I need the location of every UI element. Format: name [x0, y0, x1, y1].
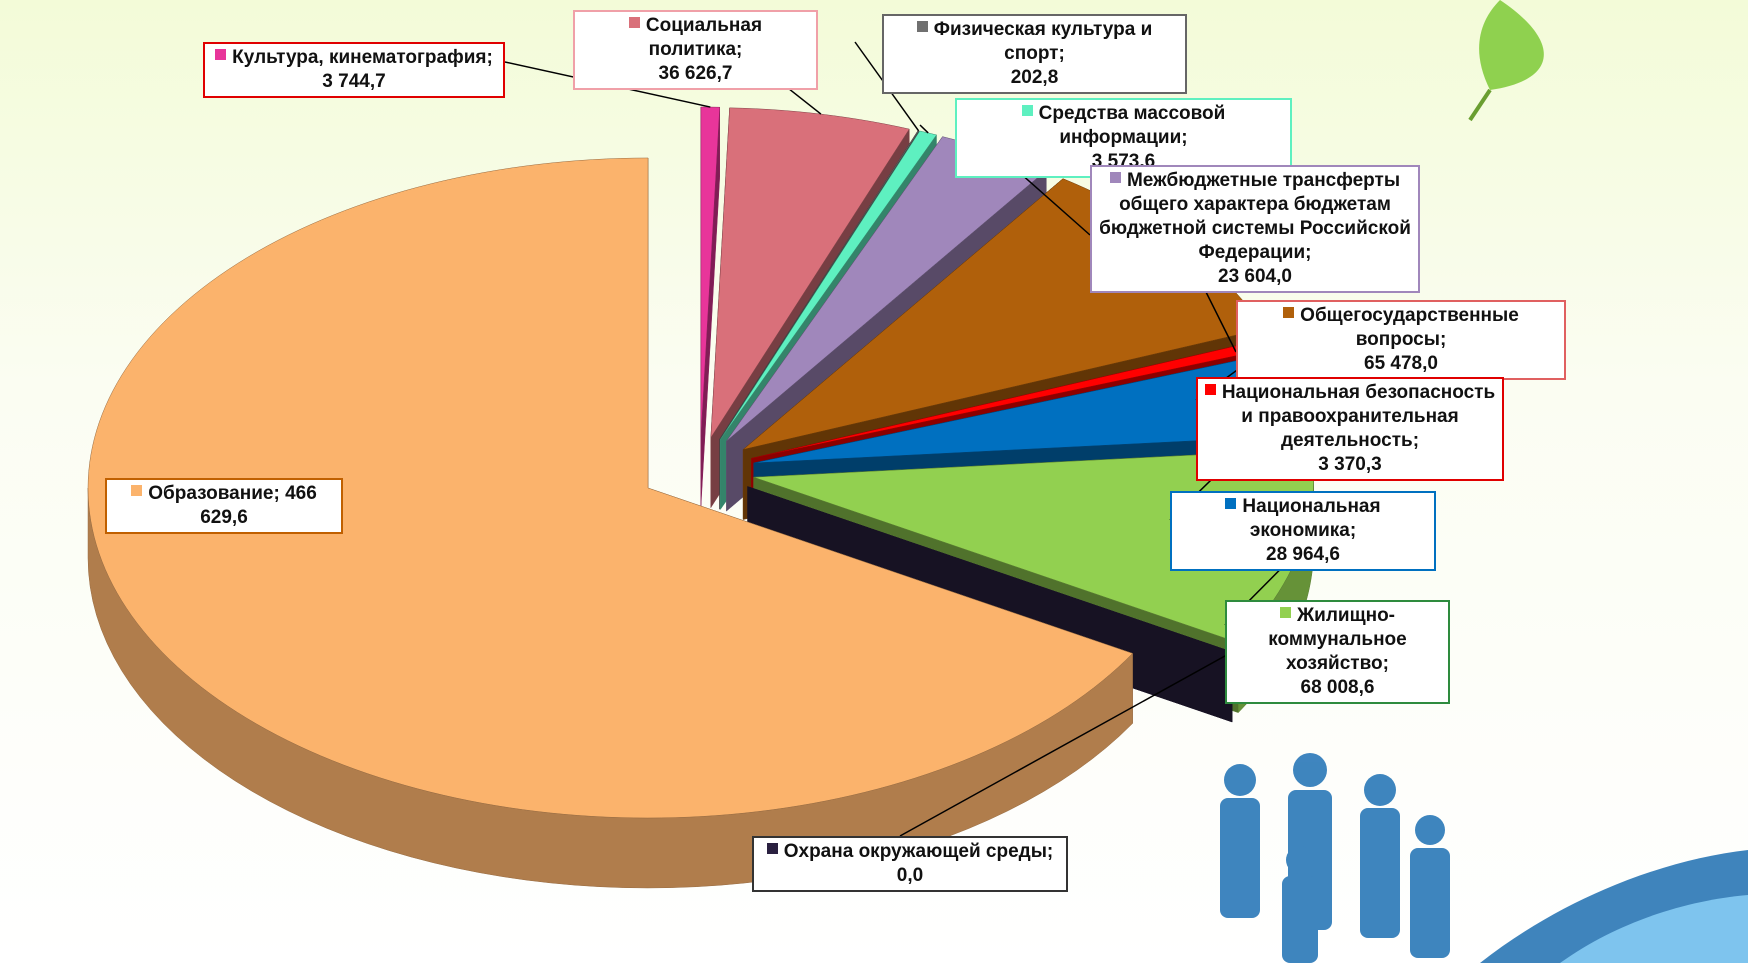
legend-key [1225, 498, 1237, 509]
slice [700, 106, 721, 508]
data-label: Национальная экономика; 28 964,6 [1170, 491, 1436, 571]
value-label: 36 626,7 [658, 63, 733, 84]
data-label: Физическая культура и спорт; 202,8 [882, 14, 1187, 94]
slice [87, 157, 1134, 889]
category-label: Межбюджетные трансферты общего характера… [1099, 170, 1411, 263]
legend-key [215, 49, 227, 60]
legend-key [1204, 384, 1216, 395]
data-label: Культура, кинематография; 3 744,7 [203, 42, 505, 98]
value-label: 65 478,0 [1364, 353, 1438, 374]
category-label: Образование; [148, 483, 280, 504]
value-label: 0,0 [896, 865, 924, 886]
category-label: Охрана окружающей среды; [783, 841, 1054, 862]
legend-key [766, 843, 778, 854]
category-label: Средства массовой информации; [1038, 103, 1226, 148]
slice-top [719, 130, 920, 440]
legend-key [1283, 307, 1295, 318]
data-label: Охрана окружающей среды; 0,0 [752, 836, 1068, 892]
category-label: Социальная политика; [645, 15, 763, 60]
value-label: 23 604,0 [1218, 266, 1292, 287]
leader-line [919, 124, 929, 134]
category-label: Физическая культура и спорт; [933, 19, 1153, 64]
legend-key [1109, 172, 1121, 183]
value-label: 3 370,3 [1318, 454, 1382, 475]
data-label: Национальная безопасность и правоохранит… [1196, 377, 1504, 481]
legend-key [916, 21, 928, 32]
value-label: 466 629,6 [200, 483, 317, 528]
legend-key [131, 485, 143, 496]
value-label: 3 744,7 [322, 71, 386, 92]
people [1220, 753, 1450, 963]
data-label: Межбюджетные трансферты общего характера… [1090, 165, 1420, 293]
leaf [1479, 0, 1544, 90]
value-label: 68 008,6 [1300, 677, 1375, 698]
data-label: Социальная политика; 36 626,7 [573, 10, 818, 90]
value-label: 28 964,6 [1266, 544, 1340, 565]
category-label: Общегосударственные вопросы; [1300, 305, 1519, 350]
category-label: Национальная экономика; [1242, 496, 1381, 541]
swoosh-light [1560, 895, 1748, 963]
data-label: Образование; 466 629,6 [105, 478, 343, 534]
legend-key [628, 17, 640, 28]
data-label: Жилищно-коммунальное хозяйство; 68 008,6 [1225, 600, 1450, 704]
leaf-stem [1468, 88, 1492, 122]
leader-line [899, 651, 1233, 837]
slice-top [710, 107, 910, 439]
slice-top [87, 157, 1134, 819]
category-label: Культура, кинематография; [232, 47, 493, 68]
data-label: Общегосударственные вопросы; 65 478,0 [1236, 300, 1566, 380]
value-label: 202,8 [1010, 67, 1059, 88]
category-label: Жилищно-коммунальное хозяйство; [1268, 605, 1407, 674]
category-label: Национальная безопасность и правоохранит… [1221, 382, 1496, 451]
legend-key [1279, 607, 1291, 618]
legend-key [1021, 105, 1033, 116]
